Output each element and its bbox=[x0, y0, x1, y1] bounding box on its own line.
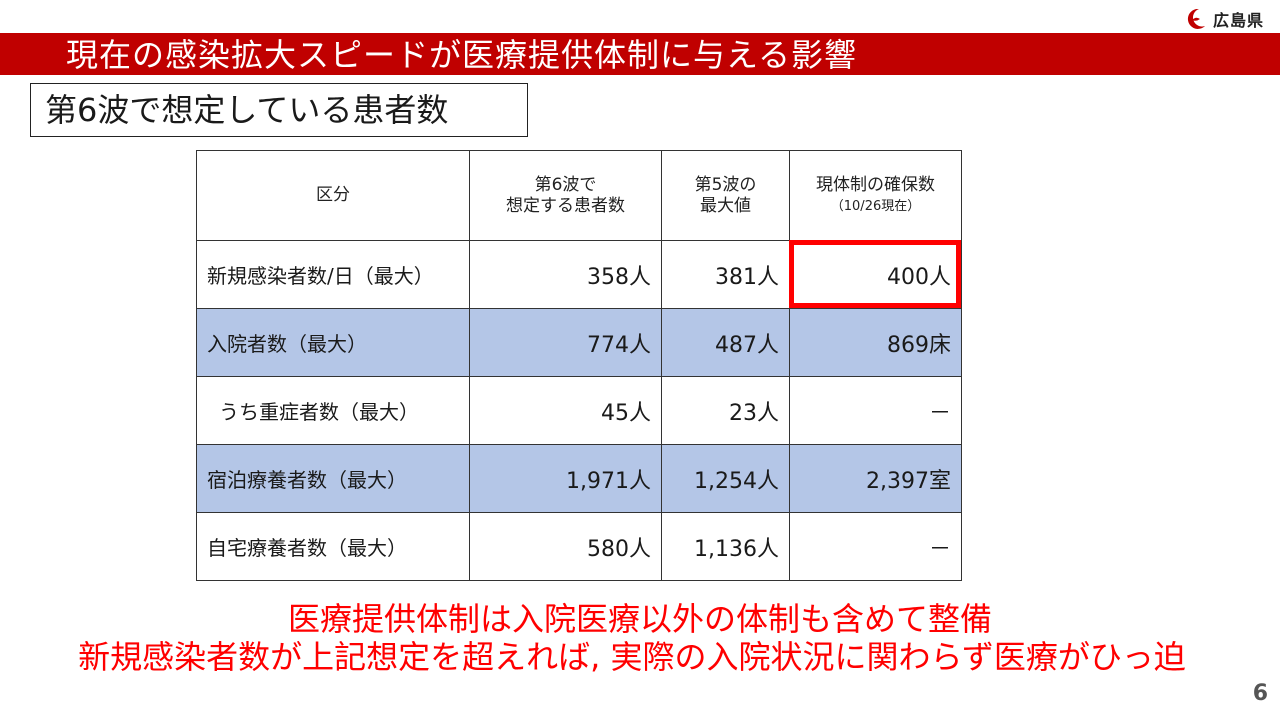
table-header-row: 区分 第6波で 想定する患者数 第5波の 最大値 現体制の確保数 （10/26現在） bbox=[196, 150, 962, 241]
slide-title: 現在の感染拡大スピードが医療提供体制に与える影響 bbox=[66, 36, 858, 74]
row-capacity-value: － bbox=[789, 376, 962, 445]
row-wave5-value: 487人 bbox=[661, 308, 790, 377]
row-capacity-value: 2,397室 bbox=[789, 444, 962, 513]
page-number: 6 bbox=[1252, 681, 1268, 706]
patient-table: 区分 第6波で 想定する患者数 第5波の 最大値 現体制の確保数 （10/26現在） … bbox=[196, 150, 962, 581]
row-wave5-value: 1,136人 bbox=[661, 512, 790, 581]
note-line-2: 新規感染者数が上記想定を超えれば, 実際の入院状況に関わらず医療がひっ迫 bbox=[78, 638, 1186, 676]
row-category: 宿泊療養者数（最大） bbox=[196, 444, 470, 513]
note-line-1: 医療提供体制は入院医療以外の体制も含めて整備 bbox=[287, 600, 992, 638]
row-wave6-value: 45人 bbox=[469, 376, 662, 445]
title-bar bbox=[0, 33, 1280, 75]
logo-text: 広島県 bbox=[1212, 11, 1264, 30]
row-wave6-value: 1,971人 bbox=[469, 444, 662, 513]
capacity-highlight-box bbox=[789, 240, 961, 308]
row-capacity-value: － bbox=[789, 512, 962, 581]
row-capacity-value: 869床 bbox=[789, 308, 962, 377]
prefecture-logo: 広島県 bbox=[1183, 6, 1264, 32]
row-wave5-value: 23人 bbox=[661, 376, 790, 445]
row-wave5-value: 381人 bbox=[661, 240, 790, 309]
row-capacity-value: 400人 bbox=[789, 240, 962, 309]
row-wave5-value: 1,254人 bbox=[661, 444, 790, 513]
row-category: 入院者数（最大） bbox=[196, 308, 470, 377]
header-capacity: 現体制の確保数 （10/26現在） bbox=[789, 150, 962, 241]
row-wave6-value: 358人 bbox=[469, 240, 662, 309]
row-category: 自宅療養者数（最大） bbox=[196, 512, 470, 581]
row-category: うち重症者数（最大） bbox=[196, 376, 470, 445]
table-row: うち重症者数（最大） 45人 23人 － bbox=[196, 376, 962, 445]
header-wave5: 第5波の 最大値 bbox=[661, 150, 790, 241]
table-row: 自宅療養者数（最大） 580人 1,136人 － bbox=[196, 512, 962, 581]
header-category: 区分 bbox=[196, 150, 470, 241]
table-row: 入院者数（最大） 774人 487人 869床 bbox=[196, 308, 962, 377]
table-row: 宿泊療養者数（最大） 1,971人 1,254人 2,397室 bbox=[196, 444, 962, 513]
hiroshima-logo-icon bbox=[1187, 8, 1205, 29]
subtitle-box: 第6波で想定している患者数 bbox=[30, 83, 528, 137]
row-wave6-value: 580人 bbox=[469, 512, 662, 581]
row-wave6-value: 774人 bbox=[469, 308, 662, 377]
row-category: 新規感染者数/日（最大） bbox=[196, 240, 470, 309]
header-wave6: 第6波で 想定する患者数 bbox=[469, 150, 662, 241]
table-row: 新規感染者数/日（最大） 358人 381人 400人 bbox=[196, 240, 962, 309]
